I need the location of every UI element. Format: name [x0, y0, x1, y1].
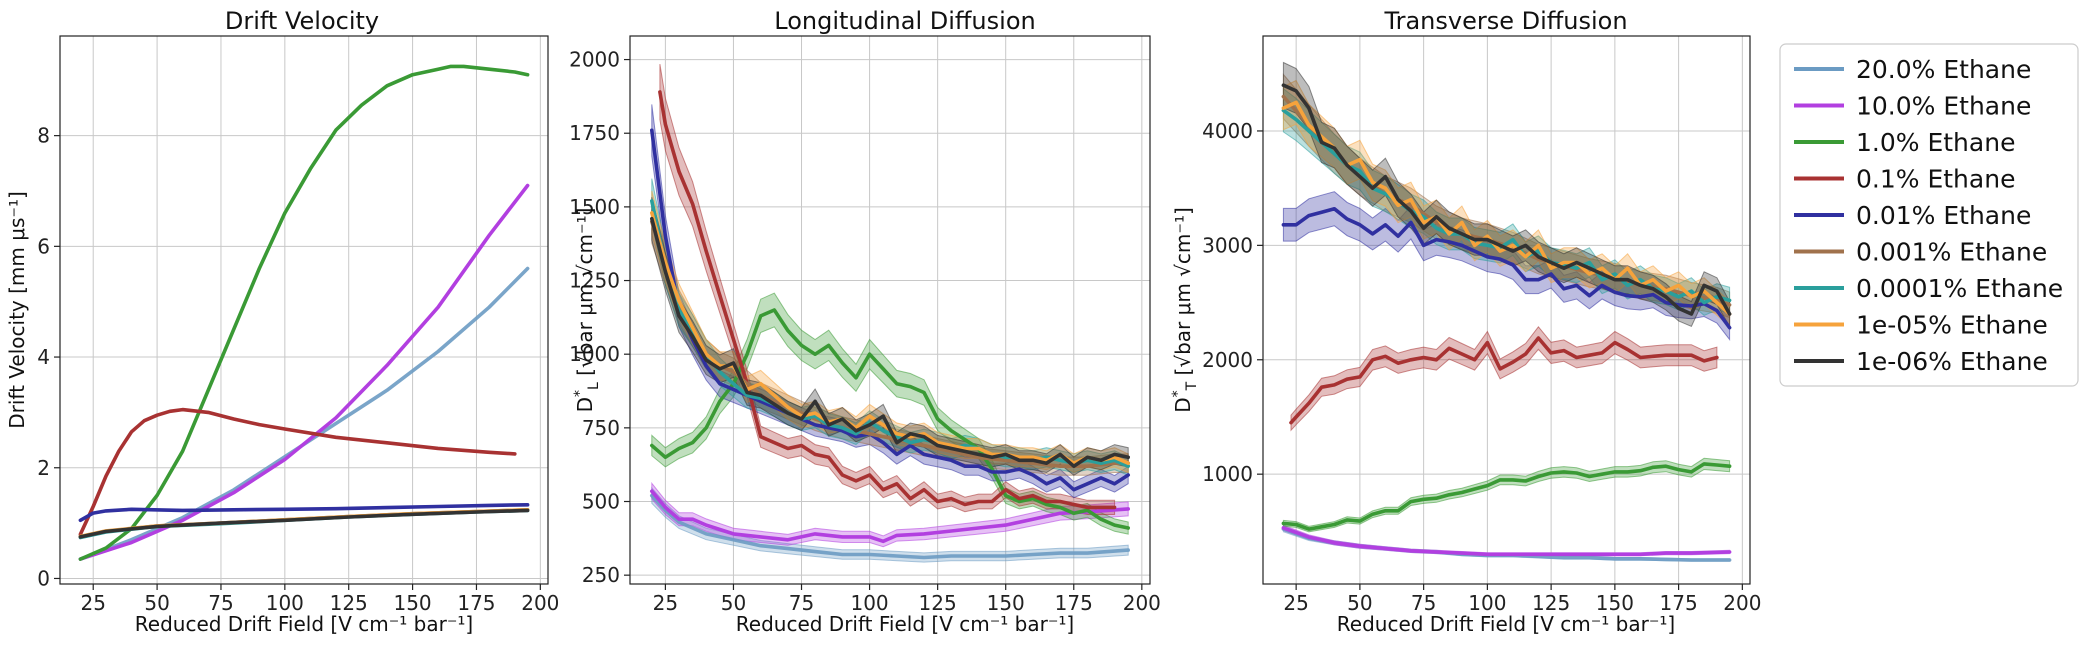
series-line-0-01-ethane	[78, 502, 530, 523]
y-tick-label: 1750	[569, 121, 620, 145]
x-tick-label: 175	[457, 591, 495, 615]
legend-label: 0.01% Ethane	[1856, 201, 2031, 230]
series-line-1e-06-ethane	[1281, 83, 1732, 316]
series-line-10-0-ethane	[649, 489, 1130, 544]
series-line-0-1-ethane	[658, 90, 1117, 510]
series-line-10-0-ethane	[78, 183, 530, 561]
x-axis-label: Reduced Drift Field [V cm⁻¹ bar⁻¹]	[736, 612, 1074, 636]
x-tick-label: 175	[1660, 591, 1698, 615]
x-tick-label: 125	[1532, 591, 1570, 615]
y-tick-label: 6	[37, 234, 50, 258]
x-tick-label: 150	[393, 591, 431, 615]
panel-title: Longitudinal Diffusion	[774, 7, 1035, 35]
panel-title: Transverse Diffusion	[1383, 7, 1627, 35]
x-tick-label: 200	[521, 591, 559, 615]
panel-title: Drift Velocity	[225, 7, 379, 35]
series-line-20-0-ethane	[78, 266, 530, 561]
legend: 20.0% Ethane 10.0% Ethane 1.0% Ethane 0.1% …	[1779, 43, 2079, 387]
y-axis-label: D*L [√bar μm √cm⁻¹]	[572, 208, 602, 413]
band-0-01-ethane	[1282, 191, 1731, 341]
x-tick-label: 50	[1347, 591, 1372, 615]
series-line-0-01-ethane	[1281, 207, 1732, 330]
series-line-0-1-ethane	[1289, 336, 1719, 425]
y-tick-label: 750	[582, 416, 620, 440]
y-axis-label: D*T [√bar μm √cm⁻¹]	[1170, 207, 1200, 413]
y-tick-label: 1000	[1202, 462, 1253, 486]
legend-label: 0.1% Ethane	[1856, 165, 2015, 194]
x-tick-label: 200	[1123, 591, 1161, 615]
band-0-1-ethane	[659, 64, 1116, 515]
panel-drift-velocity: Drift Velocity 25 50 75 100 125 150 175 200 0 2 4 6…	[5, 7, 559, 636]
y-tick-label: 4000	[1202, 119, 1253, 143]
y-tick-label: 250	[582, 563, 620, 587]
x-axis-label: Reduced Drift Field [V cm⁻¹ bar⁻¹]	[1337, 612, 1675, 636]
y-tick-label: 0	[37, 566, 50, 590]
x-tick-label: 25	[80, 591, 105, 615]
x-tick-label: 75	[789, 591, 814, 615]
x-tick-label: 125	[919, 591, 957, 615]
y-tick-label: 1000	[569, 342, 620, 366]
legend-label: 0.001% Ethane	[1856, 238, 2047, 267]
series-line-20-0-ethane	[649, 493, 1130, 560]
x-axis-label: Reduced Drift Field [V cm⁻¹ bar⁻¹]	[135, 612, 473, 636]
legend-label: 1e-05% Ethane	[1856, 311, 2048, 340]
x-tick-label: 75	[1411, 591, 1436, 615]
x-tick-label: 100	[850, 591, 888, 615]
series-line-0-01-ethane	[649, 128, 1130, 492]
x-tick-label: 150	[1596, 591, 1634, 615]
y-tick-label: 1250	[569, 269, 620, 293]
x-tick-label: 25	[653, 591, 678, 615]
legend-label: 1e-06% Ethane	[1856, 347, 2048, 376]
x-tick-label: 75	[208, 591, 233, 615]
series-line-0-1-ethane	[78, 407, 517, 537]
y-tick-label: 8	[37, 124, 50, 148]
x-tick-label: 25	[1283, 591, 1308, 615]
series-line-1-0-ethane	[78, 64, 530, 561]
legend-label: 20.0% Ethane	[1856, 55, 2031, 84]
series-line-1e-06-ethane	[649, 216, 1130, 469]
plot-frame	[629, 35, 1151, 585]
x-tick-label: 200	[1723, 591, 1761, 615]
band-1-0-ethane	[1282, 457, 1731, 533]
x-tick-label: 150	[987, 591, 1025, 615]
x-tick-label: 175	[1055, 591, 1093, 615]
series-line-10-0-ethane	[1281, 526, 1732, 557]
y-tick-label: 4	[37, 345, 50, 369]
legend-label: 0.0001% Ethane	[1856, 274, 2063, 303]
y-tick-label: 2000	[1202, 348, 1253, 372]
legend-label: 10.0% Ethane	[1856, 92, 2031, 121]
band-10-0-ethane	[1282, 524, 1731, 557]
y-tick-label: 2	[37, 456, 50, 480]
plot-frame	[1262, 35, 1751, 585]
y-tick-label: 2000	[569, 48, 620, 72]
panel-longitudinal-diffusion: Longitudinal Diffusion 25 50 75 100 125 150 17…	[569, 7, 1161, 636]
x-tick-label: 100	[1468, 591, 1506, 615]
plot-frame	[59, 35, 549, 585]
y-tick-label: 1500	[569, 195, 620, 219]
band-0-1-ethane	[1290, 325, 1718, 432]
x-tick-label: 50	[721, 591, 746, 615]
y-axis-label: Drift Velocity [mm μs⁻¹]	[5, 191, 29, 429]
panel-transverse-diffusion: Transverse Diffusion 25 50 75 100 125 150 175 2…	[1170, 7, 1761, 636]
x-tick-label: 100	[266, 591, 304, 615]
x-tick-label: 50	[144, 591, 169, 615]
legend-label: 1.0% Ethane	[1856, 128, 2015, 157]
x-tick-label: 125	[330, 591, 368, 615]
band-10-0-ethane	[651, 481, 1129, 548]
y-tick-label: 500	[582, 490, 620, 514]
series-line-1-0-ethane	[1281, 462, 1732, 531]
legend-frame	[1779, 43, 2079, 387]
series-line-1e-06-ethane	[78, 508, 530, 539]
y-tick-label: 3000	[1202, 233, 1253, 257]
